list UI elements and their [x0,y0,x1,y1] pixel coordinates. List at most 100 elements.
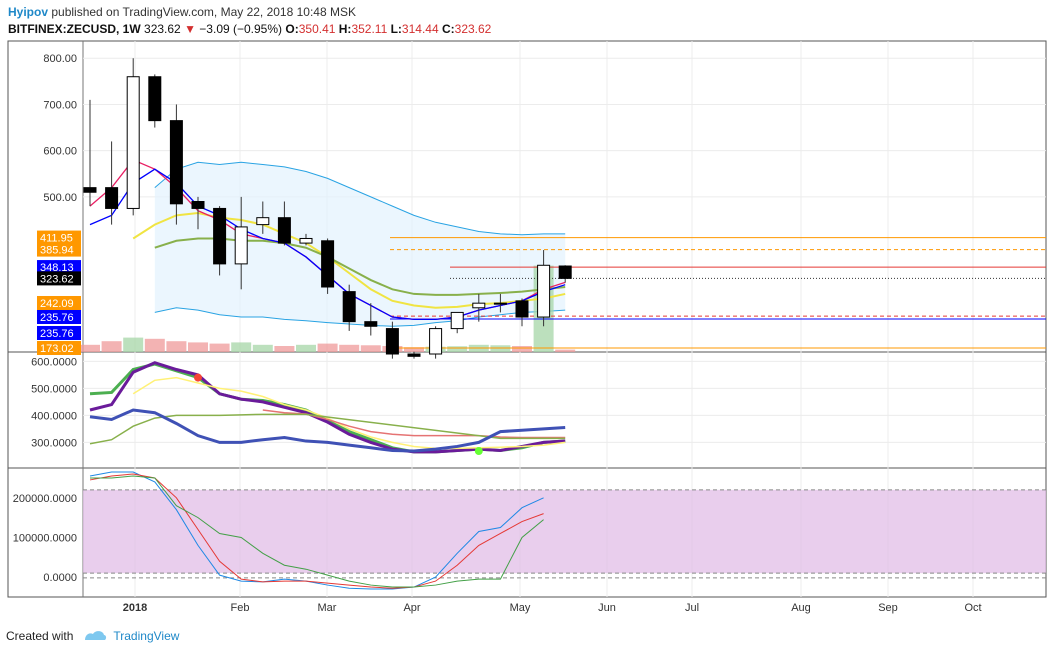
volume-bar [123,337,144,352]
candle-body [234,226,248,265]
price-label-box [37,260,81,275]
price-change: −3.09 (−0.95%) [199,22,283,36]
candle-body [105,187,119,209]
oscillator-line [89,361,566,454]
x-tick-label: Apr [403,602,420,614]
x-tick-label: Aug [791,602,811,614]
price-label-box [37,271,81,286]
candle-body [407,353,421,357]
candle-body [191,201,205,209]
y-tick-label: 0.0000 [43,572,77,584]
open-label: O: [285,22,299,36]
volume-bar [80,344,100,352]
symbol-label: BITFINEX:ZECUSD, 1W [8,22,141,36]
author-link[interactable]: Hyipov [8,5,49,19]
candle-body [213,207,227,265]
band-lower-line [154,307,566,327]
candle-body [83,187,97,193]
volume-oscillator-line [90,475,544,588]
x-tick-label: May [510,602,531,614]
footer: Created with TradingView [6,627,179,645]
price-label-box [37,309,81,324]
publish-line: Hyipov published on TradingView.com, May… [8,5,356,19]
volume-oscillator-line [89,471,544,590]
y-tick-label: 500.00 [43,192,77,204]
volume-bar [296,344,316,352]
signal-dot [474,447,483,456]
candle-body [558,265,572,279]
volume-bar [166,341,187,352]
y-tick-label: 100000.0000 [13,532,77,544]
candle-body [126,76,140,209]
envelope-band [154,162,566,327]
volume-bar [490,345,511,352]
x-tick-label: Jul [685,602,699,614]
close-value: 323.62 [454,22,492,36]
volume-bar [144,338,165,352]
low-label: L: [390,22,402,36]
volume-bar [101,341,122,352]
close-label: C: [441,22,455,36]
y-tick-label: 500.0000 [31,383,77,395]
publish-info: published on TradingView.com, May 22, 20… [48,5,356,19]
candle-body [493,302,507,305]
candle-body [277,217,291,244]
price-label-box [37,325,81,340]
price-label: 348.13 [40,262,74,274]
signal-dot [194,373,202,382]
price-label: 235.76 [40,312,74,324]
down-arrow-icon: ▼ [184,22,196,36]
y-tick-label: 300.0000 [31,437,77,449]
y-tick-label: 600.0000 [31,356,77,368]
y-tick-label: 800.00 [43,53,77,65]
chart-header: Hyipov published on TradingView.com, May… [0,0,1053,40]
price-label: 323.62 [40,273,74,285]
volume-bar [252,344,273,352]
oscillator-line [89,413,566,445]
x-tick-label: Oct [964,602,981,614]
high-label: H: [338,22,352,36]
candle-body [148,76,162,122]
candle-body [515,300,529,318]
tradingview-logo-icon [83,629,107,644]
price-label: 235.76 [40,328,74,340]
price-label-box [37,295,81,310]
volume-oscillator-line [89,473,544,589]
overbought-band [83,489,1046,574]
candle-body [385,328,399,355]
last-price: 323.62 [144,22,181,36]
candle-body [169,120,183,205]
volume-bar [339,344,360,352]
price-label-box [37,340,81,355]
x-tick-label: Sep [878,602,898,614]
candle-body [450,311,464,330]
ohlc-line: BITFINEX:ZECUSD, 1W 323.62 ▼ −3.09 (−0.9… [8,22,491,36]
volume-bar [512,346,532,352]
y-tick-label: 600.00 [43,146,77,158]
candle-body [537,264,551,318]
candle-body [299,237,313,244]
volume-bar [231,342,252,352]
tradingview-link[interactable]: TradingView [113,629,180,643]
volume-bar [274,346,295,352]
oscillator-line [89,408,566,453]
band-upper-line [154,161,566,236]
x-tick-label: 2018 [123,602,147,614]
price-label-box [37,242,81,257]
candle-body [342,291,356,323]
ma-yellow-line [132,212,566,309]
open-value: 350.41 [298,22,336,36]
volume-bar [555,349,576,352]
x-tick-label: Feb [231,602,250,614]
high-value: 352.11 [351,22,388,36]
x-tick-label: Jun [598,602,616,614]
low-value: 314.44 [401,22,439,36]
price-label: 411.95 [40,233,73,245]
candle-body [321,240,335,288]
created-with-label: Created with [6,629,74,643]
price-label: 173.02 [40,343,74,355]
candle-body [364,321,378,327]
price-label: 385.94 [40,245,74,257]
volume-bar [317,343,338,352]
